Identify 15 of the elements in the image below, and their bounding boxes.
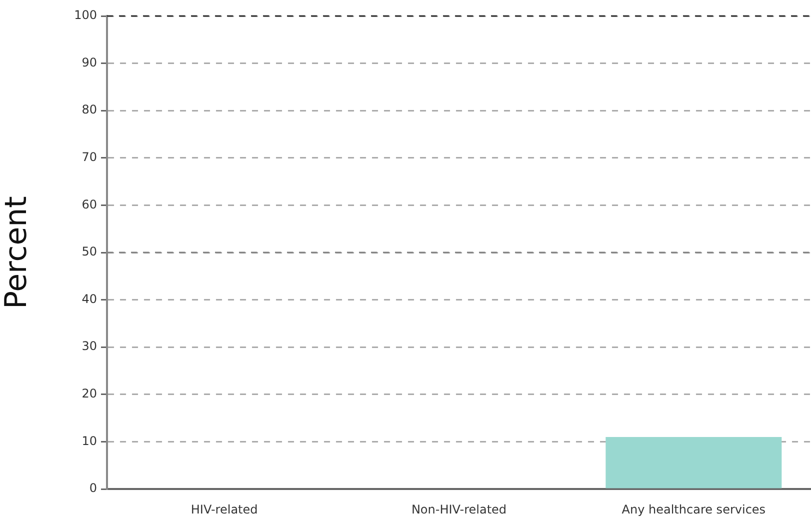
y-axis-title: Percent xyxy=(0,196,34,309)
y-tick-label: 10 xyxy=(82,434,97,448)
y-tick-label: 50 xyxy=(82,244,97,259)
x-tick-label: HIV-related xyxy=(190,502,258,516)
y-tick-label: 20 xyxy=(82,386,97,401)
x-tick-label: Non-HIV-related xyxy=(411,502,507,516)
y-tick-label: 40 xyxy=(82,292,97,306)
y-tick-label: 80 xyxy=(82,102,97,117)
x-tick-label: Any healthcare services xyxy=(622,502,766,516)
y-tick-label: 30 xyxy=(82,339,97,354)
y-tick-label: 100 xyxy=(74,8,97,22)
y-tick-label: 0 xyxy=(89,481,97,496)
y-tick-label: 90 xyxy=(82,55,97,70)
y-tick-label: 70 xyxy=(82,150,97,164)
y-tick-label: 60 xyxy=(82,197,97,212)
